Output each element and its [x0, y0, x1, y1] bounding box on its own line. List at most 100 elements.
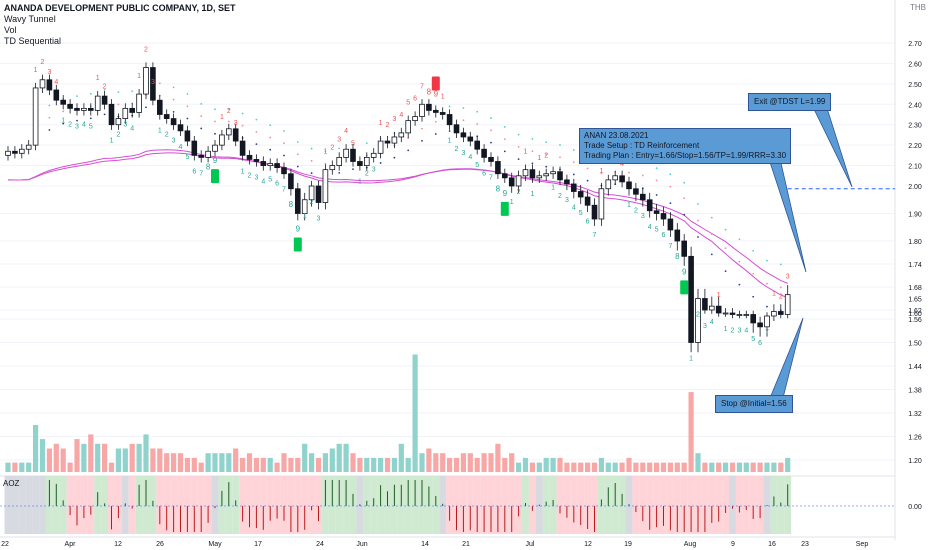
volume-bar	[33, 425, 39, 472]
candle-body	[377, 140, 384, 154]
aoz-background	[646, 476, 654, 534]
aoz-background	[190, 476, 198, 534]
chart-legend: ANANDA DEVELOPMENT PUBLIC COMPANY, 1D, S…	[4, 3, 236, 47]
tunnel-dot	[172, 98, 175, 101]
candle	[764, 312, 770, 337]
td-count-label: 1	[530, 191, 534, 198]
candle-body	[529, 169, 536, 179]
candle-body	[474, 140, 480, 150]
volume-bar	[467, 453, 473, 472]
aoz-background	[666, 476, 674, 534]
volume-bar	[412, 354, 418, 472]
tunnel-dot	[172, 86, 175, 89]
analysis-callout[interactable]: ANAN 23.08.2021 Trade Setup : TD Reinfor…	[579, 128, 792, 164]
candle	[508, 172, 515, 193]
td-count-label: 3	[461, 150, 465, 157]
tunnel-dot	[738, 238, 741, 241]
volume-bar	[522, 457, 529, 472]
volume-bar	[233, 448, 239, 472]
tunnel-dot	[89, 117, 92, 120]
volume-bar	[578, 462, 584, 472]
aoz-background	[584, 476, 592, 534]
td-count-label: 2	[365, 170, 369, 177]
td-count-label: 2	[144, 47, 148, 54]
candle-body	[722, 312, 729, 315]
tunnel-dot	[214, 120, 216, 123]
candle-body	[536, 175, 543, 179]
aoz-background	[459, 476, 467, 534]
tunnel-dot	[710, 216, 713, 219]
aoz-background	[301, 476, 309, 534]
exit-callout[interactable]: Exit @TDST L=1.99	[748, 93, 832, 111]
td-count-label: 2	[517, 189, 521, 196]
volume-bar	[778, 462, 784, 472]
td-count-label: 5	[351, 140, 355, 147]
td-count-label: 1	[689, 356, 693, 363]
stop-text: Stop @Initial=1.56	[721, 399, 787, 408]
aoz-zero-label: 0.00	[908, 504, 922, 511]
volume-bar	[736, 462, 742, 472]
candle-body	[25, 144, 32, 150]
indicator-wavy-tunnel[interactable]: Wavy Tunnel	[4, 14, 56, 24]
candle-body	[709, 305, 715, 311]
tunnel-dot	[117, 103, 120, 106]
td-count-label: 5	[89, 123, 93, 130]
candle-body	[288, 173, 294, 190]
tunnel-dot	[641, 174, 644, 177]
tunnel-dot	[655, 167, 658, 170]
candle-body	[122, 107, 129, 119]
volume-bar	[205, 453, 211, 472]
candle-body	[653, 210, 660, 214]
indicator-td-sequential[interactable]: TD Sequential	[4, 36, 62, 46]
candle-body	[550, 171, 556, 175]
y-tick-label: 1.56	[908, 317, 922, 324]
td-count-label: 3	[737, 328, 741, 335]
candle	[667, 212, 674, 237]
volume-bar	[378, 457, 384, 472]
candle-body	[219, 134, 225, 146]
tunnel-dot	[531, 162, 534, 165]
aoz-background	[177, 476, 184, 534]
indicator-vol[interactable]: Vol	[4, 25, 17, 35]
td-count-label: 4	[399, 112, 403, 119]
td-count-label: 1	[717, 292, 721, 299]
stop-callout[interactable]: Stop @Initial=1.56	[715, 395, 793, 413]
candle	[363, 152, 370, 171]
candle	[412, 111, 418, 126]
volume-bar	[357, 457, 363, 472]
candle	[605, 174, 612, 196]
y-price-label: 1.60	[908, 311, 922, 318]
x-tick-label: 23	[801, 541, 809, 548]
td-count-label: 1	[772, 291, 776, 298]
candle	[74, 103, 80, 116]
candle	[225, 123, 232, 141]
candle	[571, 178, 577, 199]
tunnel-dot	[697, 219, 699, 222]
volume-bar	[267, 457, 273, 472]
candle	[488, 152, 494, 167]
candle	[336, 152, 342, 171]
candle	[101, 91, 108, 110]
aoz-background	[156, 476, 164, 534]
x-tick-label: 26	[156, 541, 164, 548]
td-count-label: 8	[496, 185, 501, 194]
volume-bar	[184, 457, 190, 472]
volume-bar	[688, 392, 694, 472]
aoz-background	[80, 476, 88, 534]
candle-body	[53, 89, 60, 101]
candle	[598, 182, 605, 226]
candle-body	[419, 103, 425, 117]
y-axis: 2.70 2.60 2.50 2.40 2.30 2.20 2.10 2.00 1.90 1.80…	[894, 0, 922, 540]
volume-bar	[481, 453, 487, 472]
candle	[274, 158, 280, 173]
td-count-label: 2	[558, 193, 562, 200]
candle	[612, 170, 618, 185]
volume-bar	[571, 462, 577, 472]
candle	[253, 154, 260, 167]
td-signal-marker	[500, 201, 509, 216]
tunnel-dot	[697, 203, 699, 205]
candle-body	[74, 107, 80, 111]
candle	[170, 113, 177, 130]
td-count-label: 4	[468, 154, 472, 161]
candle-body	[571, 183, 577, 192]
